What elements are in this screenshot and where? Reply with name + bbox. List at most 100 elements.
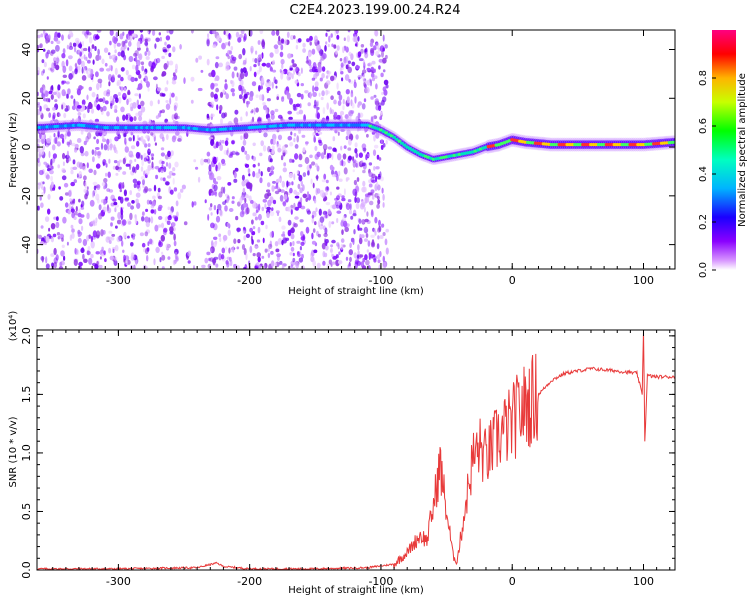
spectrogram-noise-blob <box>305 141 309 145</box>
spectrogram-noise-blob <box>286 31 290 38</box>
spectrogram-noise-blob <box>348 110 354 117</box>
spectrogram-noise-blob <box>316 127 321 132</box>
spectrogram-noise-blob <box>279 51 284 58</box>
spectrogram-noise-blob <box>292 68 296 75</box>
spectrogram-noise-blob <box>248 173 251 177</box>
spectrogram-noise-blob <box>190 30 194 34</box>
spectrogram-noise-blob <box>381 99 385 106</box>
spectrogram-noise-blob <box>37 66 41 74</box>
spectrogram-noise-blob <box>267 118 272 125</box>
spectrogram-noise-blob <box>143 157 148 162</box>
spectrogram-noise-blob <box>314 99 317 107</box>
spectrogram-noise-blob <box>295 66 300 74</box>
spectrogram-noise-blob <box>193 201 197 206</box>
spectrogram-noise-blob <box>47 193 51 200</box>
spectrogram-noise-blob <box>332 166 335 171</box>
spectrogram-noise-blob <box>166 30 169 34</box>
spectrogram-noise-blob <box>50 49 56 54</box>
spectrogram-noise-blob <box>77 65 81 71</box>
spectrogram-noise-blob <box>374 30 379 37</box>
spectrogram-noise-blob <box>78 198 81 203</box>
spectrogram-noise-blob <box>87 246 91 251</box>
spectrogram-noise-blob <box>138 93 141 99</box>
spectrogram-noise-blob <box>94 118 99 123</box>
snr-y-label: SNR (10 * v/v) <box>8 416 19 487</box>
spectrogram-noise-blob <box>48 34 51 41</box>
spectrogram-noise-blob <box>326 186 329 191</box>
spectrogram-noise-blob <box>142 211 145 216</box>
spectrogram-noise-blob <box>103 250 106 255</box>
spectrogram-noise-blob <box>348 78 351 83</box>
spectrogram-noise-blob <box>228 40 231 47</box>
spectrogram-noise-blob <box>83 54 86 60</box>
spectrogram-noise-blob <box>251 116 255 123</box>
spectrogram-noise-blob <box>57 130 60 138</box>
spectrogram-noise-blob <box>118 166 122 170</box>
spectrogram-noise-blob <box>254 265 259 269</box>
spectrogram-noise-blob <box>296 111 300 115</box>
spectrogram-noise-blob <box>124 39 128 44</box>
spectrogram-noise-blob <box>332 136 336 142</box>
spectrogram-noise-blob <box>88 51 92 59</box>
spectrogram-noise-blob <box>321 66 326 72</box>
spectrogram-noise-blob <box>340 243 344 250</box>
spectrogram-noise-blob <box>342 215 346 223</box>
spectrogram-noise-blob <box>68 30 73 37</box>
spectrogram-noise-blob <box>347 199 352 203</box>
spectrogram-noise-blob <box>200 69 204 73</box>
spectrogram-noise-blob <box>214 181 218 185</box>
spectrogram-noise-blob <box>48 227 51 232</box>
spectrogram-noise-blob <box>322 144 328 151</box>
spectrogram-noise-blob <box>41 59 45 64</box>
spectrogram-noise-blob <box>61 80 67 84</box>
spectrogram-noise-blob <box>155 115 159 119</box>
spectrogram-noise-blob <box>329 107 332 115</box>
spectrogram-noise-blob <box>321 90 325 97</box>
spectrogram-noise-blob <box>137 47 141 51</box>
spectrogram-noise-blob <box>295 191 300 196</box>
spectrogram-noise-blob <box>121 219 127 226</box>
spectrogram-noise-blob <box>174 248 179 255</box>
spectrogram-noise-blob <box>376 181 379 187</box>
spectrogram-noise-blob <box>276 186 280 192</box>
spectrogram-noise-blob <box>137 62 140 67</box>
spectrogram-noise-blob <box>210 82 215 90</box>
spectrogram-noise-blob <box>213 205 217 211</box>
spectrogram-noise-blob <box>290 246 295 252</box>
spectrogram-noise-blob <box>231 59 236 64</box>
spectrogram-noise-blob <box>381 187 384 194</box>
spectrogram-noise-blob <box>45 174 50 180</box>
spectrogram-noise-blob <box>375 42 380 50</box>
spectrogram-noise-blob <box>255 94 259 98</box>
spectrogram-noise-blob <box>181 184 186 190</box>
spectrogram-noise-blob <box>78 43 83 49</box>
spectrogram-noise-blob <box>375 193 380 197</box>
spectrogram-noise-blob <box>50 175 53 182</box>
spectrogram-noise-blob <box>347 147 352 151</box>
spectrogram-noise-blob <box>84 150 89 157</box>
spectrogram-noise-blob <box>49 51 54 56</box>
spectrogram-noise-blob <box>259 152 263 157</box>
spectrogram-noise-blob <box>242 48 246 56</box>
spectrogram-noise-blob <box>146 255 149 262</box>
spectrogram-noise-blob <box>116 236 122 243</box>
spectrogram-noise-blob <box>273 138 277 145</box>
spectrogram-noise-blob <box>236 72 239 78</box>
spectrogram-noise-blob <box>57 236 61 240</box>
spectrogram-noise-blob <box>152 195 156 200</box>
spectrogram-noise-blob <box>311 232 314 240</box>
spectrogram-noise-blob <box>117 160 121 167</box>
spectrogram-noise-blob <box>381 50 384 58</box>
spectrogram-noise-blob <box>70 170 74 175</box>
spectrogram-noise-blob <box>123 87 127 92</box>
spectrogram-x-tick-label: -200 <box>237 274 262 287</box>
colorbar-gradient <box>712 30 736 270</box>
spectrogram-noise-blob <box>337 153 342 161</box>
spectrogram-noise-blob <box>250 110 254 114</box>
spectrogram-noise-blob <box>297 38 302 43</box>
spectrogram-noise-blob <box>248 182 253 189</box>
spectrogram-noise-blob <box>93 102 97 107</box>
colorbar-tick-label: 0.6 <box>698 118 709 134</box>
spectrogram-noise-blob <box>248 95 254 102</box>
